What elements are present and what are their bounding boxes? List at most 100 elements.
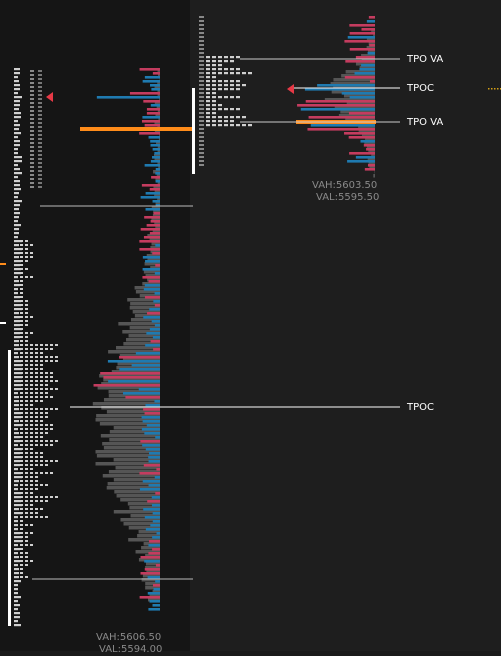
tpo-letter-block <box>50 444 53 446</box>
buy-volume-bar <box>156 168 160 171</box>
sell-volume-bar <box>156 564 160 567</box>
buy-volume-bar <box>155 580 160 583</box>
buy-volume-bar <box>150 84 160 87</box>
tpo-letter-block <box>30 360 33 362</box>
tpo-letter-block <box>14 420 19 422</box>
tpo-letter-block <box>199 100 204 102</box>
value-area-line-right <box>192 88 195 174</box>
tpo-letter-block <box>230 108 234 110</box>
tpo-letter-block <box>20 420 23 422</box>
sell-volume-bar <box>307 128 375 131</box>
tpo-letter-block <box>45 376 48 378</box>
tpo-letter-block <box>20 528 23 530</box>
tpo-letter-block <box>45 464 48 466</box>
tpo-letter-block <box>14 436 20 438</box>
tpo-letter-block <box>35 436 38 438</box>
tpo-letter-block <box>25 372 28 374</box>
tpo-letter-block <box>199 108 204 110</box>
tpo-letter-block <box>25 488 28 490</box>
tpo-letter-block <box>212 80 216 82</box>
buy-volume-bar <box>145 284 160 287</box>
tpo-letter-block <box>25 576 28 578</box>
tpo-letter-block <box>20 340 23 342</box>
sell-volume-bar <box>156 468 160 471</box>
value-area-line-left <box>8 350 11 626</box>
tpo-letter-block <box>30 364 33 366</box>
tpo-letter-block <box>25 312 28 314</box>
tpo-letter-block <box>14 520 18 522</box>
tpo-letter-block <box>199 96 204 98</box>
tpo-letter-block <box>199 116 204 118</box>
tpo-letter-block <box>14 356 19 358</box>
tpo-letter-block <box>14 472 21 474</box>
tpo-letter-block <box>35 460 38 462</box>
tpo-letter-block <box>206 80 210 82</box>
tpo-letter-block <box>35 388 38 390</box>
tpo-letter-block <box>25 560 28 562</box>
tpo-letter-block <box>14 432 19 434</box>
tpo-letter-block <box>218 68 222 70</box>
tpo-letter-block <box>35 384 38 386</box>
sell-volume-bar <box>155 304 160 307</box>
tpo-letter-block <box>14 616 20 618</box>
tpo-letter-block <box>25 344 28 346</box>
tpo-letter-block <box>30 512 33 514</box>
tpo-letter-block <box>50 424 53 426</box>
tpo-letter-block <box>30 436 33 438</box>
tpo-letter-block <box>224 120 228 122</box>
tpo-letter-block <box>30 70 34 72</box>
buy-volume-bar <box>145 404 160 407</box>
buy-volume-bar <box>153 604 160 607</box>
sell-volume-bar <box>306 100 375 103</box>
tpo-letter-block <box>224 96 228 98</box>
tpo-letter-block <box>14 564 18 566</box>
tpo-letter-block <box>14 72 20 74</box>
sell-volume-bar <box>147 224 160 227</box>
tpo-letter-block <box>38 118 42 120</box>
tpo-letter-block <box>20 484 23 486</box>
tpo-letter-block <box>25 508 28 510</box>
tpo-letter-block <box>14 164 18 166</box>
tpo-letter-block <box>30 86 34 88</box>
tpo-letter-block <box>206 120 210 122</box>
tpo-letter-block <box>14 188 21 190</box>
tpo-letter-block <box>20 488 23 490</box>
tpo-letter-block <box>55 460 58 462</box>
buy-volume-bar <box>359 68 375 71</box>
dotted-marker <box>491 88 493 90</box>
buy-volume-bar <box>144 432 160 435</box>
tpo-letter-block <box>38 174 42 176</box>
tpo-letter-block <box>199 60 204 62</box>
sell-volume-bar <box>150 188 160 191</box>
tpo-letter-block <box>35 376 38 378</box>
profile-shade-right <box>373 174 375 178</box>
tpo-letter-block <box>14 544 18 546</box>
tpo-letter-block <box>50 376 53 378</box>
tpo-letter-block <box>14 600 18 602</box>
sell-volume-bar <box>365 168 375 171</box>
tpo-letter-block <box>20 496 23 498</box>
tpo-letter-block <box>40 400 43 402</box>
tpo-letter-block <box>30 504 33 506</box>
tpo-letter-block <box>212 112 216 114</box>
buy-volume-bar <box>132 364 160 367</box>
tpo-letter-block <box>224 56 228 58</box>
tpo-letter-block <box>14 120 18 122</box>
sell-volume-bar <box>145 568 160 571</box>
tpo-letter-block <box>45 412 48 414</box>
tpo-letter-block <box>30 158 34 160</box>
tpo-letter-block <box>14 572 19 574</box>
tpo-letter-block <box>45 388 48 390</box>
buy-volume-bar <box>317 84 375 87</box>
tpo-letter-block <box>45 500 48 502</box>
tpo-letter-block <box>25 512 28 514</box>
tpo-letter-block <box>14 204 20 206</box>
tpo-letter-block <box>25 408 28 410</box>
tpo-letter-block <box>30 516 33 518</box>
tpo-letter-block <box>14 168 20 170</box>
tpo-letter-block <box>35 488 38 490</box>
tpo-letter-block <box>199 32 204 34</box>
tpo-letter-block <box>50 472 53 474</box>
sell-volume-bar <box>142 120 160 123</box>
